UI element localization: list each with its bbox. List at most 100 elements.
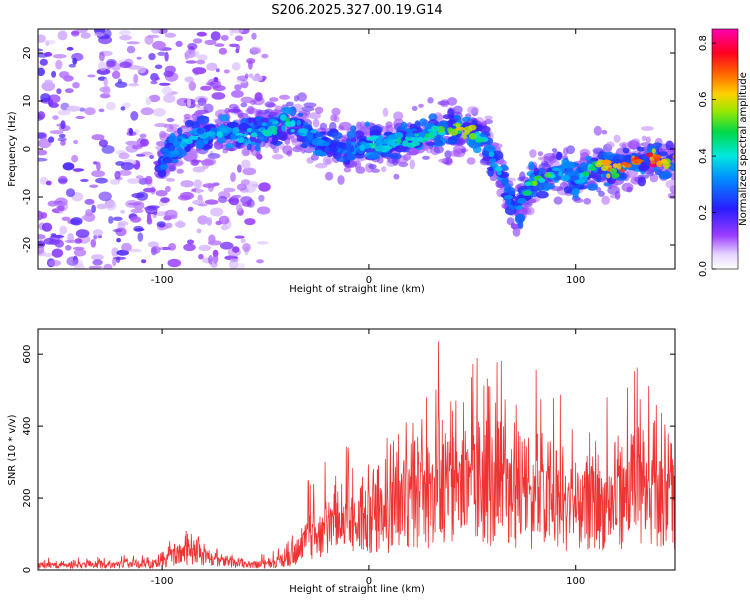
spectrogram-noise-blob bbox=[186, 239, 195, 245]
spectrogram-ridge-blob bbox=[664, 164, 669, 170]
spectrogram-noise-blob bbox=[250, 47, 262, 55]
spectrogram-ridge-blob bbox=[195, 139, 205, 149]
spectrogram-noise-blob bbox=[72, 246, 85, 251]
spectrogram-noise-blob bbox=[71, 154, 79, 163]
spectrogram-noise-blob bbox=[57, 109, 71, 116]
spectrogram-ridge-blob bbox=[484, 119, 493, 125]
spectrogram-noise-blob bbox=[108, 216, 114, 224]
spectrogram-noise-blob bbox=[254, 92, 263, 102]
spectrogram-ridge-blob bbox=[616, 163, 622, 170]
spectrogram-ridge-blob bbox=[409, 159, 415, 170]
spectrogram-noise-blob bbox=[163, 94, 176, 103]
spectrogram-ridge-blob bbox=[264, 101, 275, 108]
spectrogram-ridge-blob bbox=[219, 114, 230, 122]
spectrogram-ridge-blob bbox=[203, 103, 214, 114]
spectrogram-ridge-blob bbox=[445, 139, 458, 145]
spectrogram-noise-blob bbox=[197, 97, 207, 107]
spectrogram-noise-blob bbox=[41, 222, 53, 232]
spectrogram-noise-blob bbox=[209, 80, 222, 89]
spectrogram-noise-blob bbox=[116, 238, 121, 243]
spectrogram-ridge-blob bbox=[482, 150, 490, 157]
spectrogram-ridge-blob bbox=[271, 134, 278, 145]
spectrogram-ridge-blob bbox=[553, 196, 563, 205]
spectrogram-noise-blob bbox=[220, 34, 229, 41]
spectrogram-noise-blob bbox=[126, 45, 136, 54]
spectrogram-noise-blob bbox=[166, 178, 175, 182]
spectrogram-noise-blob bbox=[48, 102, 59, 108]
spectrogram-ridge-blob bbox=[551, 148, 558, 153]
spectrogram-noise-blob bbox=[89, 184, 99, 188]
spectrogram-noise-blob bbox=[98, 191, 112, 202]
spectrogram-noise-blob bbox=[56, 88, 62, 95]
spectrogram-noise-blob bbox=[192, 38, 203, 44]
spectrogram-noise-blob bbox=[231, 29, 244, 34]
spectrogram-ridge-blob bbox=[603, 151, 615, 161]
spectrogram-noise-blob bbox=[80, 32, 91, 39]
spectrogram-noise-blob bbox=[192, 166, 206, 173]
spectrogram-noise-blob bbox=[65, 188, 76, 198]
spectrogram-ridge-blob bbox=[321, 141, 330, 147]
spectrogram-ridge-blob bbox=[330, 114, 338, 122]
spectrogram-noise-blob bbox=[57, 30, 68, 41]
spectrogram-noise-blob bbox=[220, 241, 234, 250]
spectrogram-noise-blob bbox=[118, 169, 132, 176]
spectrogram-noise-blob bbox=[46, 40, 56, 45]
spectrogram-noise-blob bbox=[157, 51, 166, 56]
spectrogram-ridge-blob bbox=[331, 139, 341, 143]
spectrogram-ridge-blob bbox=[454, 114, 461, 120]
spectrogram-noise-blob bbox=[38, 210, 44, 221]
spectrogram-noise-blob bbox=[38, 113, 43, 121]
spectrogram-ridge-blob bbox=[314, 106, 324, 115]
spectrogram-noise-blob bbox=[256, 259, 264, 264]
bottom-y-tick-label: 600 bbox=[22, 345, 33, 364]
spectrogram-noise-blob bbox=[139, 133, 147, 138]
spectrogram-ridge-blob bbox=[640, 126, 654, 131]
spectrogram-noise-blob bbox=[237, 164, 242, 173]
spectrogram-noise-blob bbox=[103, 78, 108, 87]
spectrogram-noise-blob bbox=[38, 157, 48, 162]
spectrogram-noise-blob bbox=[80, 178, 89, 183]
spectrogram-ridge-blob bbox=[528, 161, 535, 170]
spectrogram-noise-blob bbox=[236, 263, 246, 269]
spectrogram-ridge-blob bbox=[566, 145, 575, 155]
spectrogram-noise-blob bbox=[39, 58, 48, 66]
spectrogram-ridge-blob bbox=[331, 131, 343, 140]
spectrogram-ridge-blob bbox=[163, 147, 169, 153]
spectrogram-noise-blob bbox=[91, 204, 96, 214]
spectrogram-ridge-blob bbox=[216, 136, 226, 144]
spectrogram-noise-blob bbox=[197, 215, 209, 225]
spectrogram-noise-blob bbox=[66, 105, 81, 112]
spectrogram-ridge-blob bbox=[281, 106, 293, 115]
spectrogram-noise-blob bbox=[73, 263, 85, 269]
spectrogram-ridge-blob bbox=[638, 164, 649, 172]
spectrogram-noise-blob bbox=[164, 32, 177, 38]
spectrogram-noise-blob bbox=[60, 120, 66, 130]
spectrogram-ridge-blob bbox=[390, 141, 397, 148]
spectrogram-ridge-blob bbox=[455, 123, 461, 128]
spectrogram-ridge-blob bbox=[196, 127, 205, 135]
spectrogram-noise-blob bbox=[106, 101, 116, 111]
spectrogram-ridge-blob bbox=[517, 197, 527, 204]
spectrogram-ridge-blob bbox=[243, 138, 249, 146]
colorbar-label: Normalized spectral amplitude bbox=[738, 72, 749, 226]
spectrogram-noise-blob bbox=[234, 35, 243, 42]
spectrogram-noise-blob bbox=[214, 43, 225, 47]
spectrogram-noise-blob bbox=[206, 62, 218, 71]
spectrogram-noise-blob bbox=[186, 98, 192, 108]
spectrogram-ridge-blob bbox=[368, 153, 381, 160]
spectrogram-ridge-blob bbox=[532, 180, 538, 187]
spectrogram-noise-blob bbox=[112, 228, 123, 233]
spectrogram-noise-blob bbox=[49, 130, 64, 135]
top-y-tick-label: -10 bbox=[22, 189, 33, 205]
spectrogram-noise-blob bbox=[197, 203, 208, 207]
spectrogram-noise-blob bbox=[258, 194, 265, 202]
spectrogram-ridge-blob bbox=[606, 173, 611, 179]
spectrogram-ridge-blob bbox=[601, 195, 610, 205]
spectrogram-noise-blob bbox=[44, 52, 53, 57]
snr-series-line bbox=[38, 341, 675, 570]
spectrogram-ridge-blob bbox=[405, 132, 415, 138]
spectrogram-ridge-blob bbox=[467, 106, 479, 114]
spectrogram-ridge-blob bbox=[230, 133, 236, 139]
